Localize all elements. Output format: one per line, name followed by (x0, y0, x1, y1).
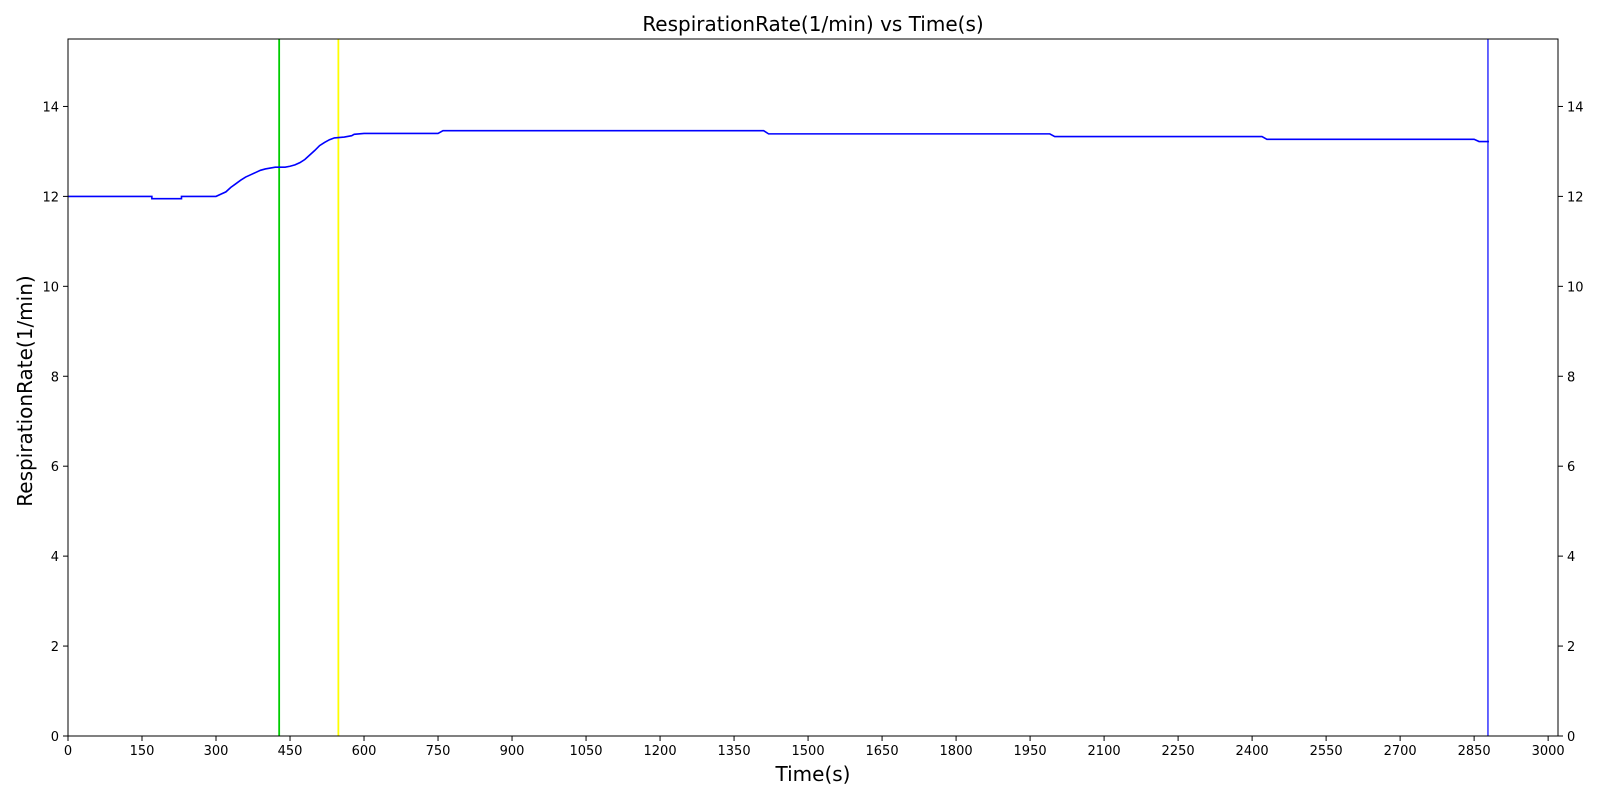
y-tick-label-right-6: 12 (1567, 190, 1584, 205)
x-axis-label: Time(s) (775, 762, 851, 786)
y-tick-label-left-5: 10 (42, 280, 59, 295)
y-tick-label-left-4: 8 (51, 370, 59, 385)
plot-frame (67, 38, 1559, 737)
plot-area: 0 150 300 450 600 750 900 1050 1200 1350 1500 1650 1… (42, 38, 1584, 759)
x-tick-label-1: 150 (130, 744, 155, 759)
y-axis-label: RespirationRate(1/min) (13, 275, 37, 506)
y-tick-label-left-2: 4 (51, 550, 59, 565)
x-tick-label-0: 0 (64, 744, 72, 759)
x-tick-label-7: 1050 (569, 744, 602, 759)
x-tick-label-4: 600 (352, 744, 377, 759)
x-tick-label-16: 2400 (1236, 744, 1269, 759)
x-tick-label-11: 1650 (866, 744, 899, 759)
x-tick-label-8: 1200 (644, 744, 677, 759)
x-tick-label-15: 2250 (1162, 744, 1195, 759)
series-line-0 (68, 129, 1489, 200)
x-tick-label-13: 1950 (1014, 744, 1047, 759)
chart-title: RespirationRate(1/min) vs Time(s) (642, 12, 983, 36)
x-tick-label-18: 2700 (1384, 744, 1417, 759)
x-tick-label-19: 2850 (1458, 744, 1491, 759)
x-tick-label-10: 1500 (792, 744, 825, 759)
y-tick-label-left-0: 0 (51, 730, 59, 745)
y-tick-label-right-3: 6 (1567, 460, 1575, 475)
y-tick-label-right-2: 4 (1567, 550, 1575, 565)
x-tick-label-14: 2100 (1088, 744, 1121, 759)
x-tick-label-2: 300 (204, 744, 229, 759)
y-tick-label-right-1: 2 (1567, 640, 1575, 655)
x-tick-label-20: 3000 (1532, 744, 1565, 759)
y-tick-label-left-7: 14 (42, 100, 59, 115)
y-tick-label-right-4: 8 (1567, 370, 1575, 385)
x-tick-label-12: 1800 (940, 744, 973, 759)
y-tick-label-left-1: 2 (51, 640, 59, 655)
x-tick-label-5: 750 (426, 744, 451, 759)
y-tick-label-right-7: 14 (1567, 100, 1584, 115)
x-tick-label-3: 450 (278, 744, 303, 759)
y-tick-label-right-0: 0 (1567, 730, 1575, 745)
x-tick-label-6: 900 (500, 744, 525, 759)
x-tick-label-9: 1350 (718, 744, 751, 759)
y-tick-label-left-3: 6 (51, 460, 59, 475)
y-tick-label-left-6: 12 (42, 190, 59, 205)
x-tick-label-17: 2550 (1310, 744, 1343, 759)
y-tick-label-right-5: 10 (1567, 280, 1584, 295)
